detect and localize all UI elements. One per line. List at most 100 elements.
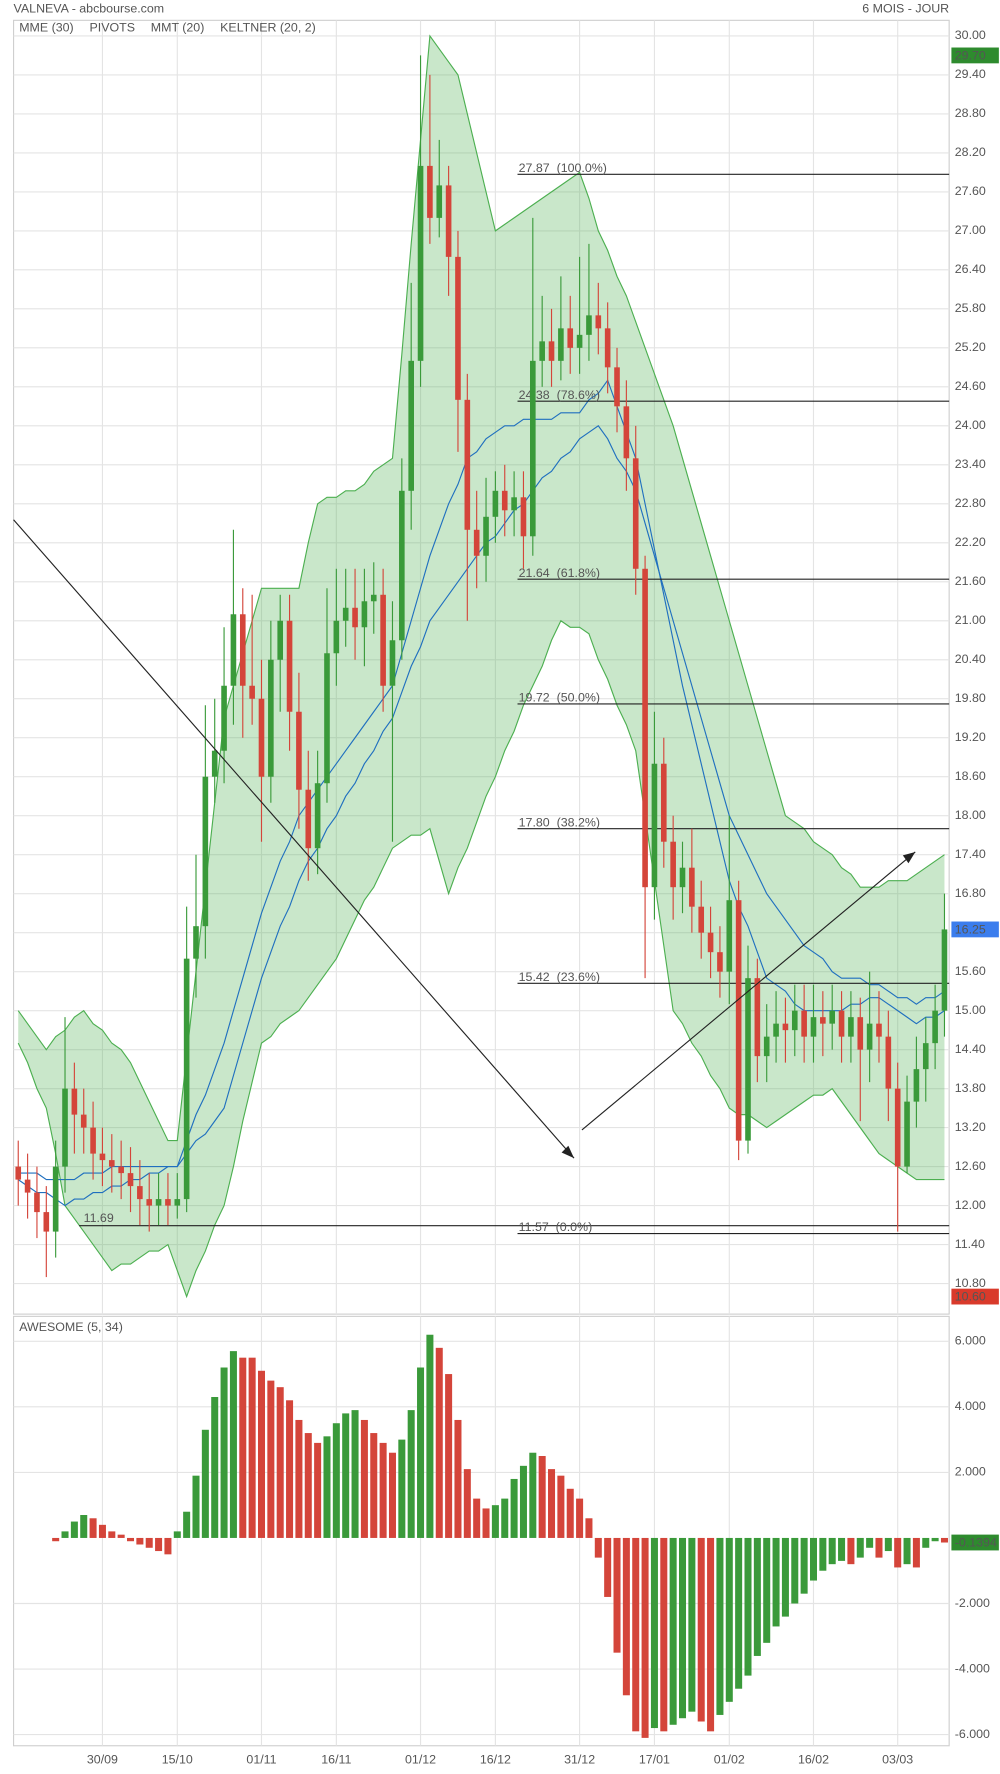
candle-body bbox=[352, 607, 358, 628]
ao-bar bbox=[632, 1537, 640, 1732]
y-tick-label: 17.40 bbox=[955, 847, 986, 861]
x-tick-label: 03/03 bbox=[882, 1753, 913, 1767]
ao-bar bbox=[342, 1413, 350, 1538]
ao-bar bbox=[828, 1537, 836, 1565]
ao-bar bbox=[473, 1498, 481, 1538]
candle-body bbox=[876, 1023, 882, 1037]
x-tick-label: 16/12 bbox=[480, 1753, 511, 1767]
candle-body bbox=[427, 165, 433, 218]
y-tick-label: 10.80 bbox=[955, 1276, 986, 1290]
candle-body bbox=[660, 763, 667, 842]
ao-bar bbox=[576, 1498, 584, 1538]
candle-body bbox=[558, 328, 564, 361]
ao-bar bbox=[809, 1537, 817, 1581]
y-tick-label: 26.40 bbox=[955, 262, 986, 276]
x-tick-label: 17/01 bbox=[639, 1753, 670, 1767]
y-tick-label: 12.60 bbox=[955, 1159, 986, 1173]
candle-body bbox=[445, 185, 452, 257]
ao-bar bbox=[398, 1439, 406, 1538]
candle-body bbox=[530, 360, 536, 537]
y-tick-label: 23.40 bbox=[955, 457, 986, 471]
candle-body bbox=[314, 783, 321, 849]
y-tick-label: 16.80 bbox=[955, 886, 986, 900]
y-tick-label: 15.60 bbox=[955, 964, 986, 978]
ao-bar bbox=[735, 1537, 743, 1689]
candle-body bbox=[34, 1192, 40, 1213]
ao-bar bbox=[847, 1537, 855, 1565]
ao-bar bbox=[819, 1537, 827, 1571]
ao-bar bbox=[585, 1518, 593, 1538]
x-tick-label: 30/09 bbox=[87, 1753, 118, 1767]
candle-body bbox=[417, 165, 424, 361]
candle-body bbox=[221, 685, 227, 751]
moving-average bbox=[17, 379, 945, 1207]
ao-bar bbox=[173, 1531, 181, 1538]
ao-bar bbox=[688, 1537, 696, 1712]
y-tick-label: 30.00 bbox=[955, 28, 986, 42]
y-tick-label: 28.20 bbox=[955, 145, 986, 159]
candle-body bbox=[689, 867, 695, 907]
annotations bbox=[13, 519, 916, 1159]
candle-body bbox=[15, 1166, 22, 1180]
ao-bar bbox=[295, 1419, 303, 1538]
candle-body bbox=[342, 607, 349, 621]
price-badge bbox=[951, 47, 999, 64]
y-tick-label: 19.80 bbox=[955, 691, 986, 705]
fib-label: 27.87 (100.0%) bbox=[519, 161, 607, 175]
candle-body bbox=[548, 341, 555, 361]
keltner-lower bbox=[17, 619, 945, 1299]
fib-label: 19.72 (50.0%) bbox=[519, 691, 600, 705]
ao-bar bbox=[650, 1537, 658, 1729]
candle-body bbox=[773, 1023, 779, 1037]
ao-bar bbox=[267, 1380, 275, 1538]
ao-bar bbox=[454, 1419, 462, 1538]
panel-title: AWESOME (5, 34) bbox=[19, 1320, 123, 1334]
ao-bar bbox=[117, 1534, 125, 1538]
candle-body bbox=[642, 568, 648, 888]
candle-body bbox=[698, 906, 705, 933]
value-badge bbox=[951, 1534, 999, 1551]
y-tick-label: 19.20 bbox=[955, 730, 986, 744]
candle-body bbox=[155, 1199, 162, 1206]
x-tick-label: 31/12 bbox=[564, 1753, 595, 1767]
candle-body bbox=[399, 490, 405, 641]
candle-body bbox=[922, 1043, 929, 1070]
candle-body bbox=[108, 1160, 115, 1167]
candle-body bbox=[277, 620, 284, 660]
candle-body bbox=[791, 1010, 798, 1031]
candle-body bbox=[651, 763, 658, 888]
ao-bar bbox=[70, 1521, 78, 1538]
candle-body bbox=[258, 698, 265, 777]
y-tick-label: 21.60 bbox=[955, 574, 986, 588]
ao-bar bbox=[604, 1537, 612, 1597]
ao-bar bbox=[510, 1478, 518, 1538]
candle-body bbox=[183, 958, 190, 1200]
period-label: 6 MOIS - JOUR bbox=[862, 1, 949, 15]
candle-body bbox=[408, 360, 414, 491]
candle-body bbox=[99, 1153, 106, 1161]
candle-body bbox=[146, 1199, 153, 1206]
candle-body bbox=[623, 406, 630, 459]
price-badge bbox=[951, 921, 999, 938]
candle-body bbox=[604, 328, 611, 368]
fib-label: 15.42 (23.6%) bbox=[519, 970, 600, 984]
ao-bar bbox=[276, 1387, 284, 1538]
ao-bar bbox=[594, 1537, 602, 1558]
candle-body bbox=[24, 1179, 31, 1193]
y-tick-label: 25.20 bbox=[955, 340, 986, 354]
candle-body bbox=[286, 620, 293, 712]
ao-bar bbox=[772, 1537, 780, 1627]
ao-bar bbox=[445, 1374, 453, 1538]
candle-body bbox=[829, 1010, 836, 1024]
candle-body bbox=[913, 1069, 920, 1102]
candle-body bbox=[464, 399, 471, 530]
ao-bar bbox=[866, 1537, 874, 1548]
ao-bar bbox=[360, 1419, 368, 1538]
fib-label: 21.64 (61.8%) bbox=[519, 566, 600, 580]
ao-bar bbox=[80, 1515, 88, 1538]
x-tick-label: 01/02 bbox=[714, 1753, 745, 1767]
y-tick-label: 27.60 bbox=[955, 184, 986, 198]
fib-label: 24.38 (78.6%) bbox=[519, 388, 600, 402]
y-tick-label: 18.60 bbox=[955, 769, 986, 783]
